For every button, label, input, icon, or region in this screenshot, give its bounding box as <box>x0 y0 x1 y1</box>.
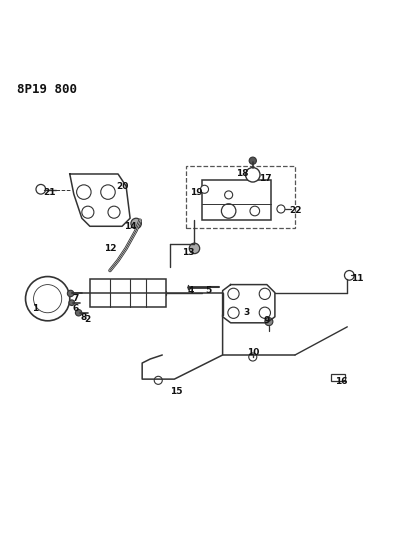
Text: 7: 7 <box>72 294 79 303</box>
Circle shape <box>189 243 200 254</box>
Circle shape <box>101 185 115 199</box>
Text: 22: 22 <box>289 206 301 215</box>
Text: 8: 8 <box>81 313 87 322</box>
Text: 1: 1 <box>32 304 39 313</box>
Circle shape <box>225 191 232 199</box>
Circle shape <box>249 353 257 361</box>
Text: 4: 4 <box>187 286 194 295</box>
Text: 19: 19 <box>190 188 203 197</box>
Bar <box>90 279 166 306</box>
Text: 6: 6 <box>72 304 79 313</box>
Text: 11: 11 <box>351 274 364 283</box>
Bar <box>202 180 271 220</box>
Text: 9: 9 <box>264 316 270 325</box>
Text: 15: 15 <box>170 386 183 395</box>
Circle shape <box>77 185 91 199</box>
Circle shape <box>34 285 62 313</box>
Circle shape <box>222 204 236 218</box>
Text: 2: 2 <box>85 315 91 324</box>
Circle shape <box>67 290 74 297</box>
Circle shape <box>69 300 75 305</box>
Circle shape <box>277 205 285 213</box>
Circle shape <box>36 184 46 194</box>
Text: 8P19 800: 8P19 800 <box>17 84 77 96</box>
Text: 20: 20 <box>116 182 128 191</box>
Text: 17: 17 <box>258 174 271 182</box>
Circle shape <box>250 206 260 216</box>
Text: 13: 13 <box>182 248 195 257</box>
Bar <box>331 374 345 381</box>
Text: 16: 16 <box>335 377 347 386</box>
Text: 14: 14 <box>124 222 136 231</box>
Circle shape <box>265 318 273 326</box>
Text: 12: 12 <box>104 244 116 253</box>
Circle shape <box>259 288 271 300</box>
Circle shape <box>345 271 354 280</box>
Circle shape <box>26 277 70 321</box>
Circle shape <box>245 167 260 182</box>
Bar <box>186 166 295 228</box>
Circle shape <box>200 185 209 193</box>
Circle shape <box>249 157 256 164</box>
Circle shape <box>259 307 271 318</box>
Circle shape <box>228 307 239 318</box>
Text: 3: 3 <box>244 308 250 317</box>
Text: 21: 21 <box>43 188 56 197</box>
Text: 5: 5 <box>205 286 212 295</box>
Circle shape <box>40 292 55 306</box>
Circle shape <box>82 206 94 218</box>
Text: 18: 18 <box>237 169 249 179</box>
Circle shape <box>75 310 82 316</box>
Circle shape <box>108 206 120 218</box>
Text: 10: 10 <box>247 349 259 358</box>
Circle shape <box>131 218 141 229</box>
Circle shape <box>228 288 239 300</box>
Circle shape <box>154 376 162 384</box>
